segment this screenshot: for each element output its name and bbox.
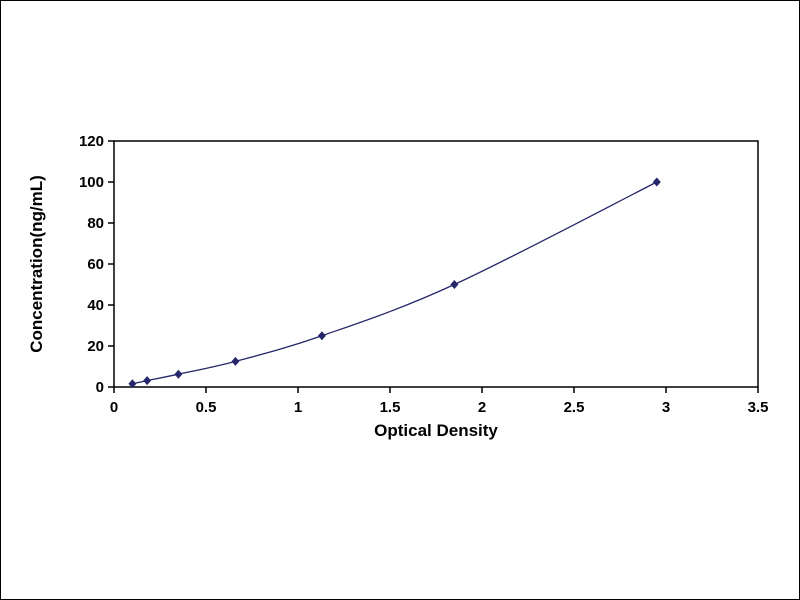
svg-text:2.5: 2.5 (564, 399, 585, 416)
svg-text:0: 0 (110, 399, 118, 416)
svg-text:120: 120 (79, 133, 104, 150)
data-point-marker (174, 369, 183, 379)
data-point-marker (128, 379, 137, 389)
svg-text:60: 60 (87, 256, 104, 273)
series-line-standard-curve (132, 181, 658, 385)
x-axis-title: Optical Density (374, 421, 498, 440)
svg-text:3: 3 (662, 399, 670, 416)
svg-text:100: 100 (79, 174, 104, 191)
svg-text:2: 2 (478, 399, 486, 416)
svg-text:3.5: 3.5 (748, 399, 769, 416)
data-point-marker (450, 280, 459, 289)
svg-text:0.5: 0.5 (196, 399, 217, 416)
svg-text:40: 40 (87, 297, 104, 314)
svg-text:1: 1 (294, 399, 302, 416)
y-axis-title: Concentration(ng/mL) (27, 175, 46, 353)
svg-text:1.5: 1.5 (380, 399, 401, 416)
data-point-marker (317, 331, 326, 341)
data-point-marker (143, 376, 152, 386)
svg-text:20: 20 (87, 338, 104, 355)
data-point-marker (231, 356, 240, 366)
svg-text:0: 0 (96, 379, 104, 396)
data-point-marker (652, 177, 661, 187)
svg-text:80: 80 (87, 215, 104, 232)
